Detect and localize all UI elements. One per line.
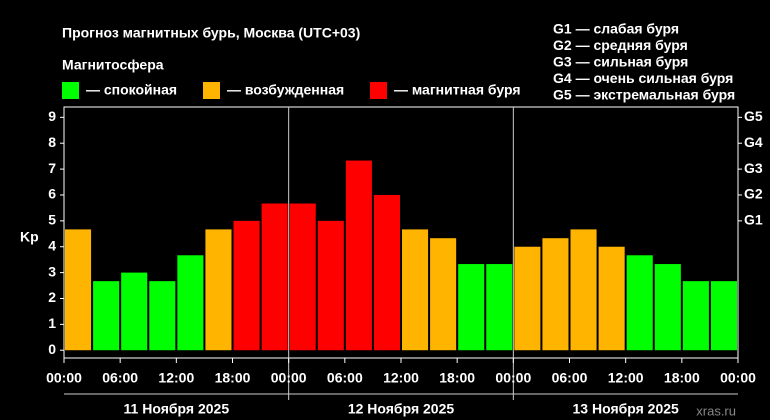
y-tick-label: 9 <box>48 108 56 124</box>
x-tick-label: 18:00 <box>664 370 700 386</box>
bar <box>121 272 148 351</box>
y-axis-label: Kp <box>20 229 39 245</box>
storm-scale-label: G1 — слабая буря <box>553 21 679 37</box>
storm-scale-label: G2 — средняя буря <box>553 37 688 53</box>
y-tick-label: 0 <box>48 341 56 357</box>
bar <box>261 203 288 351</box>
y2-tick-label: G4 <box>744 134 763 150</box>
y-tick-label: 2 <box>48 289 56 305</box>
y-tick-label: 4 <box>48 237 56 253</box>
bar <box>205 229 232 351</box>
legend-label: — возбужденная <box>227 82 344 98</box>
x-tick-label: 12:00 <box>608 370 644 386</box>
y2-tick-label: G3 <box>744 160 763 176</box>
bar <box>373 194 400 351</box>
bar <box>458 264 485 351</box>
bar <box>149 281 176 351</box>
bar <box>626 255 653 351</box>
day-label: 12 Ноября 2025 <box>348 401 455 417</box>
legend-swatch <box>62 82 79 99</box>
bar <box>542 238 569 351</box>
x-tick-label: 06:00 <box>552 370 588 386</box>
legend-title: Магнитосфера <box>62 57 164 73</box>
bar <box>177 255 204 351</box>
x-tick-label: 00:00 <box>495 370 531 386</box>
x-tick-label: 18:00 <box>439 370 475 386</box>
bar <box>402 229 429 351</box>
y-tick-label: 7 <box>48 160 56 176</box>
y2-tick-label: G5 <box>744 108 763 124</box>
bar <box>598 246 625 351</box>
x-tick-label: 18:00 <box>215 370 251 386</box>
x-tick-label: 06:00 <box>102 370 138 386</box>
bar <box>654 264 681 351</box>
x-tick-label: 12:00 <box>158 370 194 386</box>
y-tick-label: 6 <box>48 186 56 202</box>
day-label: 13 Ноября 2025 <box>573 401 680 417</box>
x-tick-label: 00:00 <box>271 370 307 386</box>
y-tick-label: 1 <box>48 315 56 331</box>
day-label: 11 Ноября 2025 <box>124 401 230 417</box>
x-tick-label: 06:00 <box>327 370 363 386</box>
x-tick-label: 00:00 <box>720 370 756 386</box>
bar <box>570 229 597 351</box>
bar <box>65 229 92 351</box>
legend-label: — магнитная буря <box>394 82 521 98</box>
bar <box>514 246 541 351</box>
bar <box>317 220 344 351</box>
bar <box>682 281 709 351</box>
y2-tick-label: G1 <box>744 212 763 228</box>
y-tick-label: 3 <box>48 263 56 279</box>
source: xras.ru <box>696 403 736 418</box>
bar <box>289 203 316 351</box>
legend-label: — спокойная <box>86 82 177 98</box>
bar <box>233 220 260 351</box>
bar <box>93 281 120 351</box>
storm-scale-label: G5 — экстремальная буря <box>553 87 735 103</box>
bar <box>486 264 513 351</box>
storm-scale-label: G4 — очень сильная буря <box>553 70 733 86</box>
y2-tick-label: G2 <box>744 186 763 202</box>
legend-swatch <box>203 82 220 99</box>
storm-scale-label: G3 — сильная буря <box>553 54 688 70</box>
x-tick-label: 00:00 <box>46 370 82 386</box>
y-tick-label: 8 <box>48 134 56 150</box>
bar <box>710 281 737 351</box>
y-tick-label: 5 <box>48 212 56 228</box>
bar <box>345 160 372 351</box>
bar <box>430 238 457 351</box>
x-tick-label: 12:00 <box>383 370 419 386</box>
legend-swatch <box>370 82 387 99</box>
chart-title: Прогноз магнитных бурь, Москва (UTC+03) <box>62 25 360 41</box>
